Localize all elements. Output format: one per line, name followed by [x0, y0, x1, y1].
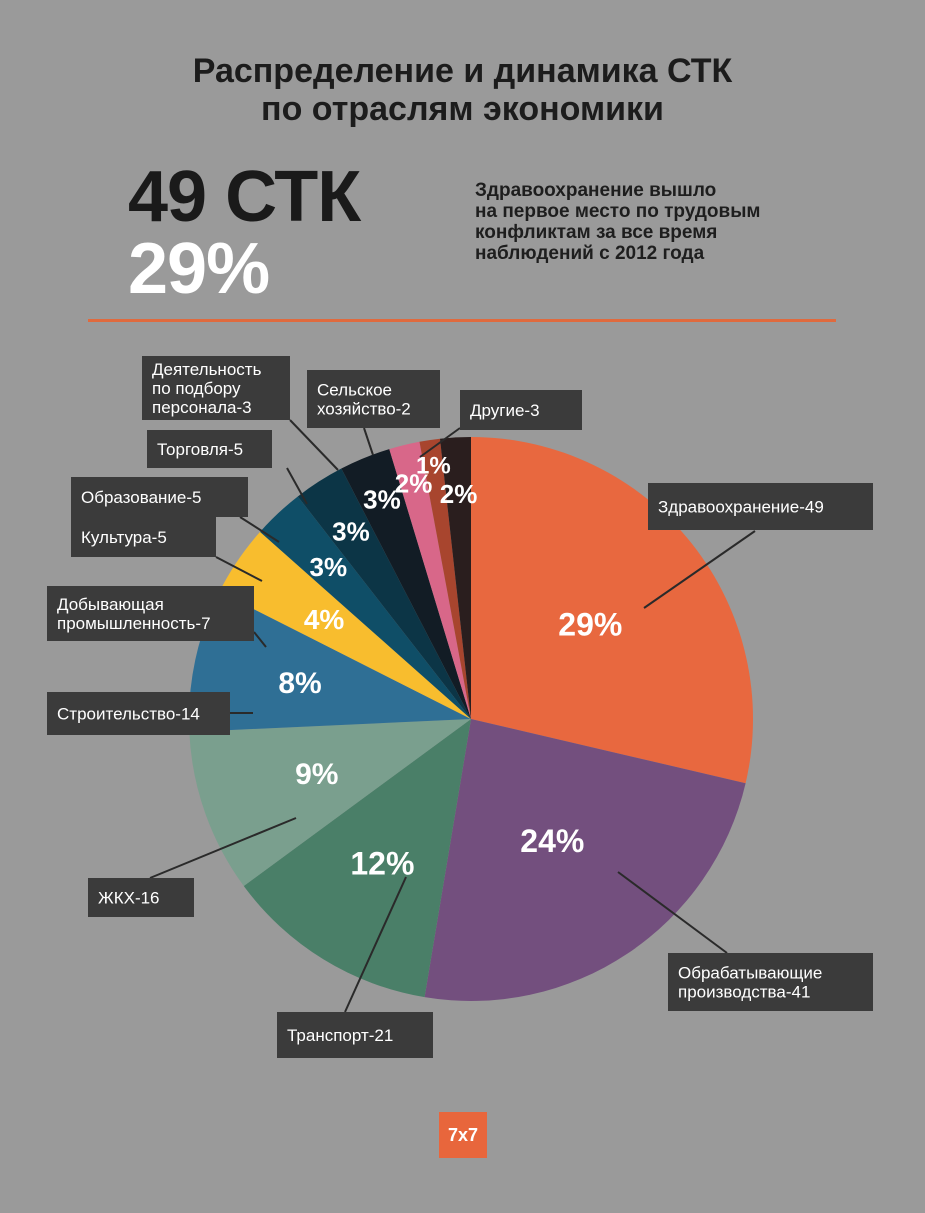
pie-slice-жкх-16 [189, 719, 472, 887]
pie-percent-label: 3% [332, 517, 370, 547]
category-label: Строительство-14 [47, 692, 230, 735]
category-label-text: промышленность-7 [57, 614, 211, 633]
category-label-text: Обрабатывающие [678, 964, 822, 983]
title-line-2: по отраслям экономики [261, 90, 664, 128]
highlight-note: Здравоохранение вышло на первое место по… [475, 180, 835, 264]
pie-slice-строительство-14 [189, 591, 472, 732]
leader-line [253, 631, 267, 648]
leader-line [419, 427, 461, 458]
category-label-text: Деятельность [152, 360, 262, 379]
pie-percent-label: 9% [295, 758, 338, 791]
leader-line [239, 516, 280, 543]
category-label-text: Образование-5 [81, 488, 202, 507]
category-label-box [307, 370, 440, 428]
category-label: Другие-3 [460, 390, 582, 430]
category-label-box [71, 477, 248, 517]
category-label: Здравоохранение-49 [648, 483, 873, 530]
category-label: Транспорт-21 [277, 1012, 433, 1058]
category-label-box [142, 356, 290, 420]
brand-logo: 7x7 [439, 1112, 487, 1158]
category-label-text: Торговля-5 [157, 440, 243, 459]
category-label-box [71, 517, 216, 557]
leader-line [149, 817, 297, 879]
category-label-box [47, 692, 230, 735]
category-label-box [147, 430, 272, 468]
divider [88, 319, 836, 322]
category-label-box [88, 878, 194, 917]
note-line-3: конфликтам за все время [475, 222, 718, 243]
category-label: Культура-5 [71, 517, 216, 557]
pie-slice-сельское-хозяйство-2 [419, 438, 471, 719]
category-label-box [47, 586, 254, 641]
category-label-text: Строительство-14 [57, 705, 200, 724]
pie-slice-торговля-5 [341, 449, 471, 719]
pie-slice-добывающая-промышленность-7 [219, 531, 471, 719]
pie-slice-обрабатывающие-производства-41 [424, 719, 746, 1001]
leader-line [344, 876, 407, 1013]
highlight-percent: 29% [128, 229, 270, 309]
category-label-text: ЖКХ-16 [98, 889, 160, 908]
category-label-box [668, 953, 873, 1011]
pie-percent-label: 2% [440, 479, 478, 509]
pie-percent-label: 1% [416, 453, 451, 480]
category-label-text: Транспорт-21 [287, 1026, 393, 1045]
pie-percent-label: 12% [350, 845, 414, 881]
chart-title: Распределение и динамика СТК по отраслям… [0, 52, 925, 128]
pie-percent-label: 4% [304, 604, 345, 635]
note-line-1: Здравоохранение вышло [475, 180, 717, 201]
highlight-count: 49 СТК [128, 157, 361, 237]
pie-percent-label: 29% [558, 607, 622, 643]
category-label-text: Культура-5 [81, 528, 167, 547]
pie-percent-label: 3% [363, 485, 401, 515]
pie-slice-образование-5 [297, 468, 471, 719]
category-label-box [648, 483, 873, 530]
category-label-text: хозяйство-2 [317, 400, 411, 419]
pie-slice-другие-3 [439, 437, 471, 719]
pie-slice-культура-5 [260, 496, 471, 719]
note-line-2: на первое место по трудовым [475, 201, 761, 222]
category-label-text: Сельское [317, 381, 392, 400]
category-label-text: Здравоохранение-49 [658, 498, 824, 517]
category-label: ЖКХ-16 [88, 878, 194, 917]
category-label: Образование-5 [71, 477, 248, 517]
leader-line [617, 871, 728, 954]
category-label-text: персонала-3 [152, 398, 252, 417]
pie-percent-label: 24% [520, 823, 584, 859]
pie-slice-здравоохранение-49 [471, 437, 754, 784]
category-label-text: Добывающая [57, 595, 164, 614]
pie-slice-деятельность-по-подбору-персонала-3 [389, 441, 471, 719]
pie-percent-label: 3% [310, 552, 348, 582]
leader-line [643, 530, 756, 609]
category-label: Торговля-5 [147, 430, 272, 468]
category-label-text: Другие-3 [470, 401, 540, 420]
leader-line [289, 419, 339, 471]
leader-line [363, 427, 374, 456]
pie-slice-транспорт-21 [243, 719, 471, 998]
leader-line [286, 467, 308, 505]
category-label-text: производства-41 [678, 983, 810, 1002]
title-line-1: Распределение и динамика СТК [192, 52, 733, 90]
category-label-box [460, 390, 582, 430]
category-label-text: по подбору [152, 379, 241, 398]
category-label-box [277, 1012, 433, 1058]
note-line-4: наблюдений с 2012 года [475, 243, 705, 264]
leader-line [215, 556, 263, 582]
pie-percent-label: 8% [278, 667, 321, 700]
pie-percent-label: 2% [395, 469, 433, 499]
